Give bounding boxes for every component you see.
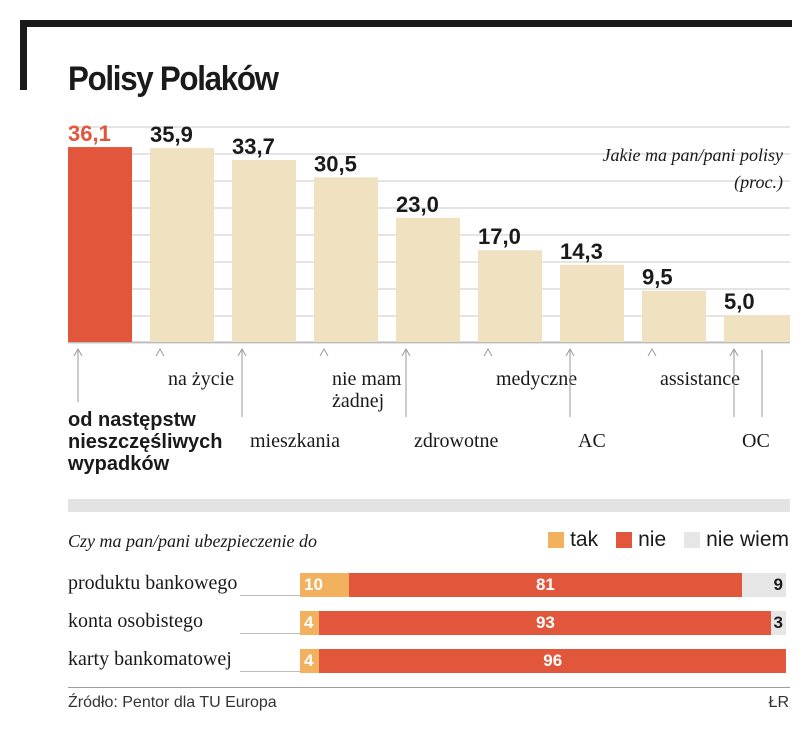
legend-item-tak: tak	[548, 528, 598, 552]
source-note: Źródło: Pentor dla TU Europa	[68, 694, 277, 711]
pointer-arrow	[483, 347, 493, 357]
stack-segment-nie: 96	[319, 649, 786, 673]
stack-segment-tak: 10	[300, 573, 349, 597]
pointer-arrow	[729, 347, 739, 357]
bar	[478, 250, 542, 342]
stacked-bar: 4 93 3	[300, 611, 786, 635]
category-label-line: AC	[578, 430, 606, 452]
legend-label-nie: nie	[638, 528, 667, 551]
pointer-arrow	[319, 347, 329, 357]
category-label-line: wypadków	[67, 453, 170, 475]
stack-segment-nw: 3	[771, 611, 786, 635]
stack-row-leader	[240, 595, 300, 596]
legend-swatch-tak	[548, 532, 565, 548]
stack-segment-nie: 93	[319, 611, 772, 635]
category-label: OC	[742, 430, 770, 452]
stack-row-label: konta osobistego	[68, 610, 203, 632]
bar-value-label: 9,5	[642, 265, 673, 290]
pointer-arrow	[565, 347, 575, 357]
author-credit: ŁR	[768, 694, 789, 711]
category-label: od następstw nieszczęśliwych wypadków	[67, 409, 223, 475]
legend-item-nie: nie	[616, 528, 666, 552]
legend-label-nie-wiem: nie wiem	[706, 528, 789, 551]
stacked-bar: 10 81 9	[300, 573, 786, 597]
chart-title: Polisy Polaków	[68, 60, 279, 98]
pointer-arrow	[155, 347, 165, 357]
stacked-bar: 4 96	[300, 649, 786, 673]
bar-value-label: 17,0	[478, 224, 521, 249]
stack-row-label: karty bankomatowej	[68, 648, 232, 670]
category-label-line: na życie	[168, 368, 234, 390]
bar	[642, 290, 706, 342]
bar-value-label: 36,1	[68, 121, 111, 146]
category-label-line: nieszczęśliwych	[68, 431, 223, 453]
category-label-line: żadnej	[332, 390, 384, 412]
chart-note: (proc.)	[734, 172, 783, 193]
legend: tak nie nie wiem	[548, 528, 789, 552]
stack-segment-nie: 81	[348, 573, 743, 597]
category-label-line: assistance	[660, 368, 740, 390]
bar-value-label: 35,9	[150, 122, 193, 147]
category-label: nie mam żadnej	[332, 368, 402, 412]
bar-value-label: 23,0	[396, 192, 439, 217]
category-label: assistance	[660, 368, 740, 390]
pointer-arrow	[401, 347, 411, 357]
category-label: na życie	[168, 368, 234, 390]
footer-rule	[68, 687, 790, 688]
frame-left-rule	[20, 20, 27, 90]
pointer-arrow	[647, 347, 657, 357]
category-label-line: nie mam	[332, 368, 402, 390]
bar	[314, 177, 378, 342]
category-label-line: medyczne	[496, 368, 577, 390]
bar-value-label: 33,7	[232, 134, 275, 159]
stack-row-leader	[240, 633, 300, 634]
bar-value-label: 14,3	[560, 239, 603, 264]
stack-row-label: produktu bankowego	[68, 572, 238, 594]
category-label-line: mieszkania	[250, 430, 340, 452]
bar	[232, 160, 296, 342]
chart-note: Jakie ma pan/pani polisy	[603, 145, 783, 165]
frame-top-rule	[20, 20, 792, 27]
legend-swatch-nie	[616, 532, 633, 548]
policies-bar-chart: 36,1 od następstw nieszczęśliwych wypadków 3…	[67, 121, 790, 475]
category-label: medyczne	[496, 368, 577, 390]
category-label: mieszkania	[250, 430, 340, 452]
bar	[150, 148, 214, 342]
bar	[724, 315, 790, 342]
category-label: zdrowotne	[414, 430, 499, 452]
category-label-line: zdrowotne	[414, 430, 499, 452]
bar-value-label: 5,0	[724, 289, 755, 314]
stack-segment-tak: 4	[300, 611, 320, 635]
legend-item-nie-wiem: nie wiem	[684, 528, 789, 552]
legend-swatch-nie-wiem	[684, 532, 701, 548]
section-separator	[68, 499, 790, 512]
bar	[560, 264, 624, 342]
stack-segment-tak: 4	[300, 649, 320, 673]
legend-label-tak: tak	[570, 528, 599, 551]
stack-segment-nw: 9	[742, 573, 786, 597]
insurance-question: Czy ma pan/pani ubezpieczenie do	[68, 531, 317, 551]
category-label-line: OC	[742, 430, 770, 452]
category-label-line: od następstw	[68, 409, 196, 431]
pointer-arrow	[73, 347, 83, 357]
bar	[396, 217, 460, 342]
stack-row-leader	[240, 671, 300, 672]
bar-value-label: 30,5	[314, 151, 357, 176]
bar	[68, 147, 132, 342]
pointer-arrow	[237, 347, 247, 357]
category-label: AC	[578, 430, 606, 452]
